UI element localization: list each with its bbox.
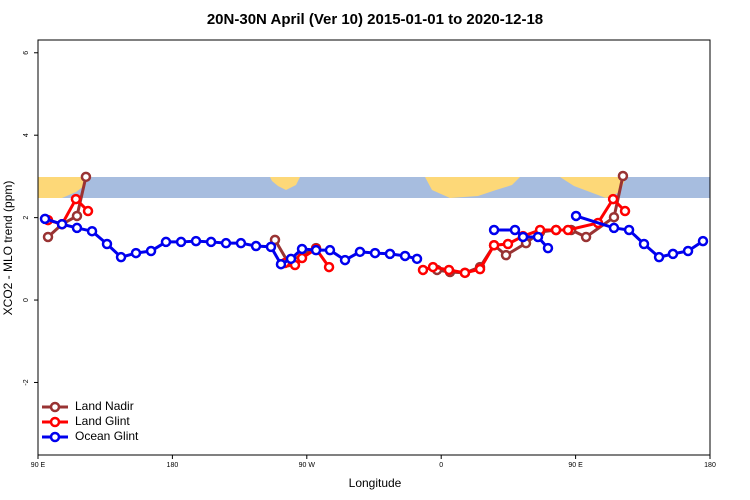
data-point: [607, 193, 619, 205]
data-point: [296, 243, 308, 255]
data-point: [190, 235, 202, 247]
data-point: [101, 238, 113, 250]
y-tick-label: 0: [23, 298, 30, 302]
data-point: [265, 241, 277, 253]
data-point: [115, 251, 127, 263]
chart-title: 20N-30N April (Ver 10) 2015-01-01 to 202…: [207, 11, 543, 28]
y-tick-label: -2: [23, 379, 30, 385]
data-point: [205, 236, 217, 248]
data-point: [697, 235, 709, 247]
data-point: [532, 231, 544, 243]
x-axis-label: Longitude: [349, 476, 402, 490]
data-point: [570, 210, 582, 222]
data-point: [682, 245, 694, 257]
data-point: [323, 261, 335, 273]
x-tick-label: 180: [704, 462, 716, 469]
data-point: [488, 224, 500, 236]
legend-marker: [49, 416, 61, 428]
data-point: [160, 236, 172, 248]
data-point: [80, 171, 92, 183]
data-point: [70, 193, 82, 205]
data-point: [502, 238, 514, 250]
data-point: [369, 247, 381, 259]
data-point: [459, 267, 471, 279]
data-point: [384, 248, 396, 260]
data-point: [324, 244, 336, 256]
data-point: [86, 225, 98, 237]
x-tick-label: 180: [167, 462, 179, 469]
x-tick-label: 90 E: [568, 462, 583, 469]
data-point: [399, 250, 411, 262]
data-point: [39, 213, 51, 225]
data-point: [145, 245, 157, 257]
data-point: [250, 240, 262, 252]
x-tick-label: 90 W: [299, 462, 316, 469]
data-point: [427, 261, 439, 273]
data-point: [82, 205, 94, 217]
legend-marker: [49, 431, 61, 443]
data-point: [617, 170, 629, 182]
data-point: [310, 244, 322, 256]
data-point: [285, 253, 297, 265]
legend-label: Ocean Glint: [75, 429, 139, 443]
data-point: [562, 224, 574, 236]
data-point: [411, 253, 423, 265]
data-point: [542, 242, 554, 254]
data-point: [488, 239, 500, 251]
data-point: [417, 264, 429, 276]
data-point: [517, 231, 529, 243]
data-point: [638, 238, 650, 250]
x-tick-label: 90 E: [31, 462, 46, 469]
data-point: [130, 247, 142, 259]
legend-label: Land Nadir: [75, 399, 134, 413]
legend-label: Land Glint: [75, 414, 130, 428]
data-point: [339, 254, 351, 266]
data-point: [580, 231, 592, 243]
map-strip: [38, 177, 710, 198]
data-point: [235, 237, 247, 249]
y-tick-label: 4: [23, 133, 30, 137]
data-point: [619, 205, 631, 217]
data-point: [474, 263, 486, 275]
x-tick-label: 0: [439, 462, 443, 469]
data-point: [175, 236, 187, 248]
y-tick-label: 2: [23, 216, 30, 220]
data-point: [550, 224, 562, 236]
data-point: [443, 264, 455, 276]
data-point: [608, 211, 620, 223]
data-point: [500, 249, 512, 261]
data-point: [653, 251, 665, 263]
y-tick-label: 6: [23, 51, 30, 55]
data-point: [296, 252, 308, 264]
data-point: [71, 222, 83, 234]
data-point: [71, 210, 83, 222]
data-point: [354, 246, 366, 258]
data-point: [42, 231, 54, 243]
y-axis-label: XCO2 - MLO trend (ppm): [1, 181, 15, 316]
data-point: [220, 237, 232, 249]
legend-marker: [49, 401, 61, 413]
data-point: [275, 258, 287, 270]
data-point: [608, 222, 620, 234]
plot-frame: [37, 39, 711, 456]
data-point: [56, 218, 68, 230]
data-point: [623, 224, 635, 236]
data-point: [509, 224, 521, 236]
data-point: [667, 248, 679, 260]
